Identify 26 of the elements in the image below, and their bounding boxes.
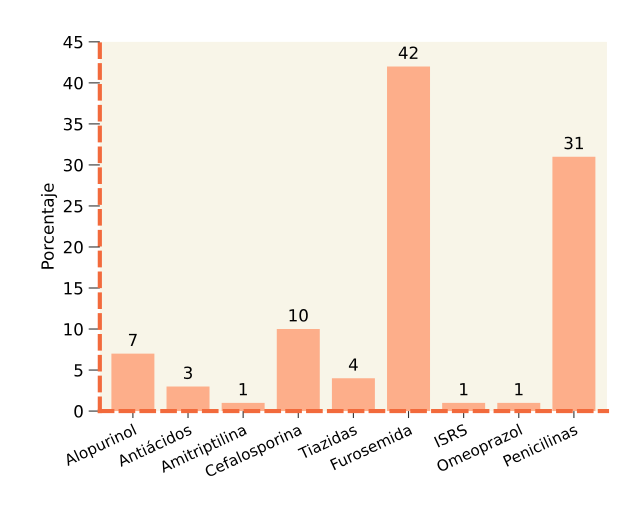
data-label: 10 <box>290 309 308 322</box>
data-label: 1 <box>515 383 523 396</box>
data-label: 4 <box>348 358 358 371</box>
data-label: 1 <box>240 383 247 396</box>
y-tick-label: 45 <box>63 36 82 48</box>
data-label: 3 <box>184 366 192 380</box>
y-tick-label: 40 <box>63 76 83 90</box>
bar <box>552 156 596 412</box>
y-tick-label: 35 <box>64 118 82 130</box>
bar <box>166 386 210 412</box>
data-label: 31 <box>564 136 583 150</box>
bar <box>276 329 320 412</box>
y-tick-label: 15 <box>64 282 82 295</box>
y-axis-title: Porcentaje <box>40 183 58 269</box>
bar <box>332 378 375 412</box>
data-label: 7 <box>128 334 137 346</box>
y-tick-label: 5 <box>74 364 82 377</box>
y-tick-label: 30 <box>64 158 83 172</box>
y-tick-label: 0 <box>74 405 83 418</box>
y-tick-label: 25 <box>64 200 82 213</box>
bar <box>387 66 430 412</box>
data-label: 42 <box>398 46 418 59</box>
bar <box>111 354 154 412</box>
y-tick-label: 10 <box>64 322 83 336</box>
data-label: 1 <box>460 383 468 396</box>
y-tick-label: 20 <box>64 240 83 254</box>
